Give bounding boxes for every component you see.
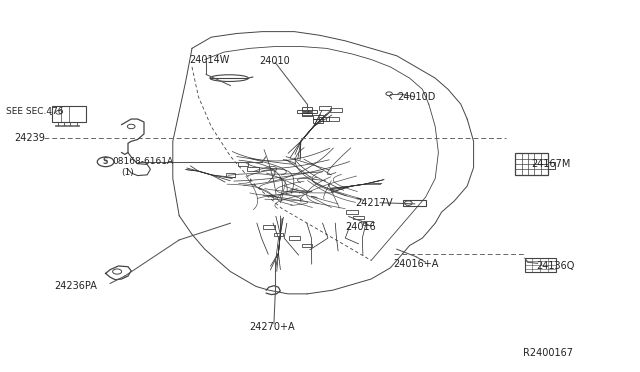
Bar bbox=[353, 216, 364, 219]
Text: 24270+A: 24270+A bbox=[250, 323, 295, 332]
Text: 24217V: 24217V bbox=[355, 198, 393, 208]
Text: R2400167: R2400167 bbox=[523, 349, 573, 358]
Text: 24239: 24239 bbox=[14, 133, 45, 142]
Bar bbox=[226, 173, 236, 177]
Text: 24167M: 24167M bbox=[531, 159, 571, 169]
Text: S: S bbox=[103, 157, 108, 166]
Text: 24016: 24016 bbox=[346, 222, 376, 232]
Text: 24136Q: 24136Q bbox=[536, 261, 575, 271]
Bar bbox=[319, 106, 331, 110]
Bar bbox=[364, 221, 372, 225]
Bar bbox=[313, 119, 323, 123]
Bar bbox=[346, 210, 358, 214]
Text: (1): (1) bbox=[122, 169, 134, 177]
Bar bbox=[302, 244, 312, 247]
Bar bbox=[297, 110, 307, 113]
Bar bbox=[239, 162, 248, 166]
Bar bbox=[302, 112, 312, 115]
Bar bbox=[274, 232, 284, 236]
Text: 24010D: 24010D bbox=[397, 92, 435, 102]
Bar bbox=[289, 236, 300, 240]
Bar bbox=[302, 112, 312, 116]
Text: 24236PA: 24236PA bbox=[54, 282, 97, 291]
Text: 24016+A: 24016+A bbox=[394, 259, 439, 269]
Bar bbox=[307, 110, 317, 113]
Bar bbox=[313, 115, 323, 119]
Bar bbox=[319, 117, 329, 121]
Bar bbox=[302, 107, 312, 111]
Bar bbox=[68, 125, 73, 126]
Bar bbox=[326, 116, 339, 121]
Circle shape bbox=[97, 157, 114, 167]
Text: 24010: 24010 bbox=[259, 57, 290, 66]
Bar bbox=[74, 125, 79, 126]
Bar bbox=[263, 225, 275, 229]
Bar bbox=[247, 167, 259, 171]
Bar bbox=[55, 125, 60, 126]
Bar bbox=[548, 162, 555, 169]
Text: SEE SEC.476: SEE SEC.476 bbox=[6, 107, 64, 116]
Text: 08168-6161A: 08168-6161A bbox=[112, 157, 173, 166]
Text: 24014W: 24014W bbox=[189, 55, 229, 64]
Bar bbox=[61, 125, 67, 126]
Bar bbox=[330, 108, 342, 112]
